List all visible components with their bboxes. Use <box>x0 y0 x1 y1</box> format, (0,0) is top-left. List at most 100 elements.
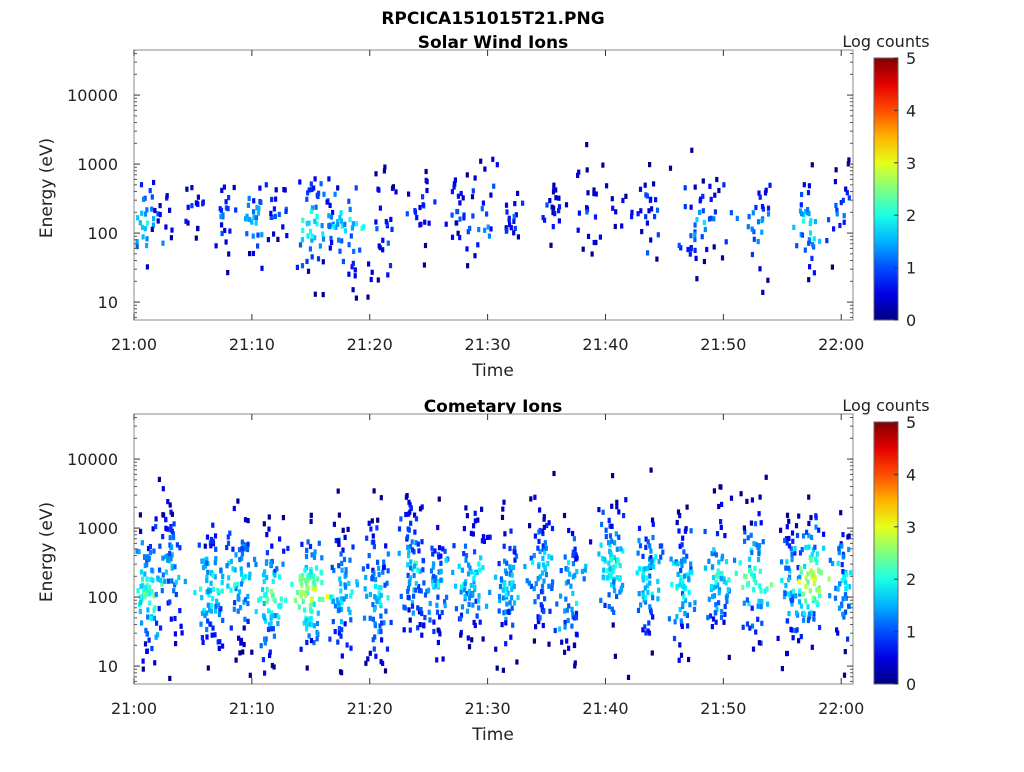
cometary-cell <box>170 552 174 558</box>
solar-wind-cell <box>224 199 228 205</box>
cometary-cell <box>680 562 684 568</box>
solar-wind-cell <box>329 214 334 220</box>
cometary-cell <box>718 484 722 490</box>
cometary-cell <box>246 541 250 547</box>
solar-wind-cell <box>168 207 172 213</box>
cometary-cell <box>263 618 268 624</box>
cometary-cell <box>279 596 283 602</box>
cometary-cell <box>462 551 466 557</box>
cometary-cell <box>136 588 140 594</box>
cometary-cell <box>799 634 803 640</box>
solar-wind-cell <box>327 176 331 182</box>
cometary-cell <box>849 570 853 576</box>
cometary-cell <box>459 584 464 590</box>
cometary-cell <box>717 573 721 579</box>
solar-wind-cell <box>804 209 808 215</box>
cometary-cell <box>747 556 752 562</box>
cometary-cell <box>272 664 276 670</box>
cometary-cell <box>689 561 693 567</box>
cometary-cell <box>246 618 250 624</box>
cometary-cell <box>635 570 639 576</box>
cometary-cell <box>559 593 563 599</box>
cometary-cell <box>160 588 164 594</box>
cometary-cell <box>688 569 692 575</box>
solar-wind-cell <box>453 177 457 183</box>
cometary-cell <box>646 590 650 596</box>
cometary-cell <box>463 581 467 587</box>
cometary-cell <box>657 559 661 565</box>
cometary-cell <box>715 573 719 579</box>
solar-wind-cell <box>505 227 509 234</box>
cometary-cell <box>482 538 486 544</box>
cometary-cell <box>649 555 653 561</box>
cometary-cell <box>791 538 795 544</box>
cometary-xtick-label: 21:50 <box>700 699 746 718</box>
solar-wind-cell <box>557 218 561 224</box>
cometary-cell <box>315 629 319 636</box>
cometary-cell <box>679 652 684 658</box>
solar-wind-cell <box>390 226 394 232</box>
cometary-cell <box>174 641 178 647</box>
cometary-cell <box>683 528 687 534</box>
cometary-cell <box>626 674 631 680</box>
solar-wind-cell <box>495 162 499 168</box>
solar-wind-cell <box>656 232 660 238</box>
cometary-cell <box>559 568 563 574</box>
cometary-cell <box>340 567 344 573</box>
solar-wind-cell <box>375 226 379 232</box>
cometary-cell <box>644 536 648 542</box>
cometary-cell <box>419 607 423 613</box>
cometary-cell <box>533 494 537 500</box>
cometary-cell <box>347 606 351 612</box>
cometary-cell <box>540 570 545 576</box>
cometary-cell <box>754 579 758 585</box>
cometary-cell <box>414 516 419 522</box>
cometary-cell <box>722 576 726 582</box>
solar-wind-cell <box>336 221 340 227</box>
cometary-cell <box>460 567 464 573</box>
cometary-cell <box>601 509 605 515</box>
solar-wind-cell <box>350 264 354 270</box>
cometary-cell <box>451 569 455 575</box>
solar-wind-cell <box>624 193 628 199</box>
cometary-cell <box>553 627 557 634</box>
solar-wind-cell <box>513 201 517 207</box>
cometary-cell <box>712 547 716 553</box>
cometary-cell <box>843 592 848 598</box>
cometary-cell <box>485 603 489 609</box>
solar-wind-cell <box>306 233 310 239</box>
solar-wind-cell <box>512 218 516 224</box>
solar-wind-cell <box>713 192 717 198</box>
cometary-cell <box>847 603 851 609</box>
cometary-cell <box>267 514 271 520</box>
cometary-cell <box>205 560 209 566</box>
cometary-cell <box>378 623 382 629</box>
cometary-cell <box>479 555 483 561</box>
solar-wind-cell <box>332 223 336 230</box>
cometary-cell <box>784 582 788 589</box>
cometary-cell <box>202 607 206 614</box>
cometary-cell <box>612 583 616 589</box>
cometary-cell <box>600 521 604 527</box>
solar-wind-cell <box>190 185 194 191</box>
cometary-cell <box>574 556 578 562</box>
solar-wind-cell <box>170 227 174 233</box>
cometary-cell <box>488 589 492 595</box>
cometary-cell <box>265 598 269 605</box>
solar-wind-cell <box>466 263 470 269</box>
cometary-cell <box>757 598 761 604</box>
cometary-cell <box>467 601 471 607</box>
cometary-cell <box>267 526 271 532</box>
cometary-ytick-label: 1000 <box>77 519 118 538</box>
cometary-cell <box>724 580 728 586</box>
solar-wind-cell <box>491 156 495 162</box>
cometary-cell <box>339 596 343 602</box>
cometary-cell <box>780 559 784 565</box>
solar-wind-cell <box>552 185 556 191</box>
cometary-cell <box>770 582 774 588</box>
cometary-cell <box>831 560 835 567</box>
solar-wind-cell <box>354 185 358 191</box>
solar-wind-cell <box>424 177 428 183</box>
cometary-cell <box>565 607 569 613</box>
solar-wind-cell <box>301 227 305 233</box>
